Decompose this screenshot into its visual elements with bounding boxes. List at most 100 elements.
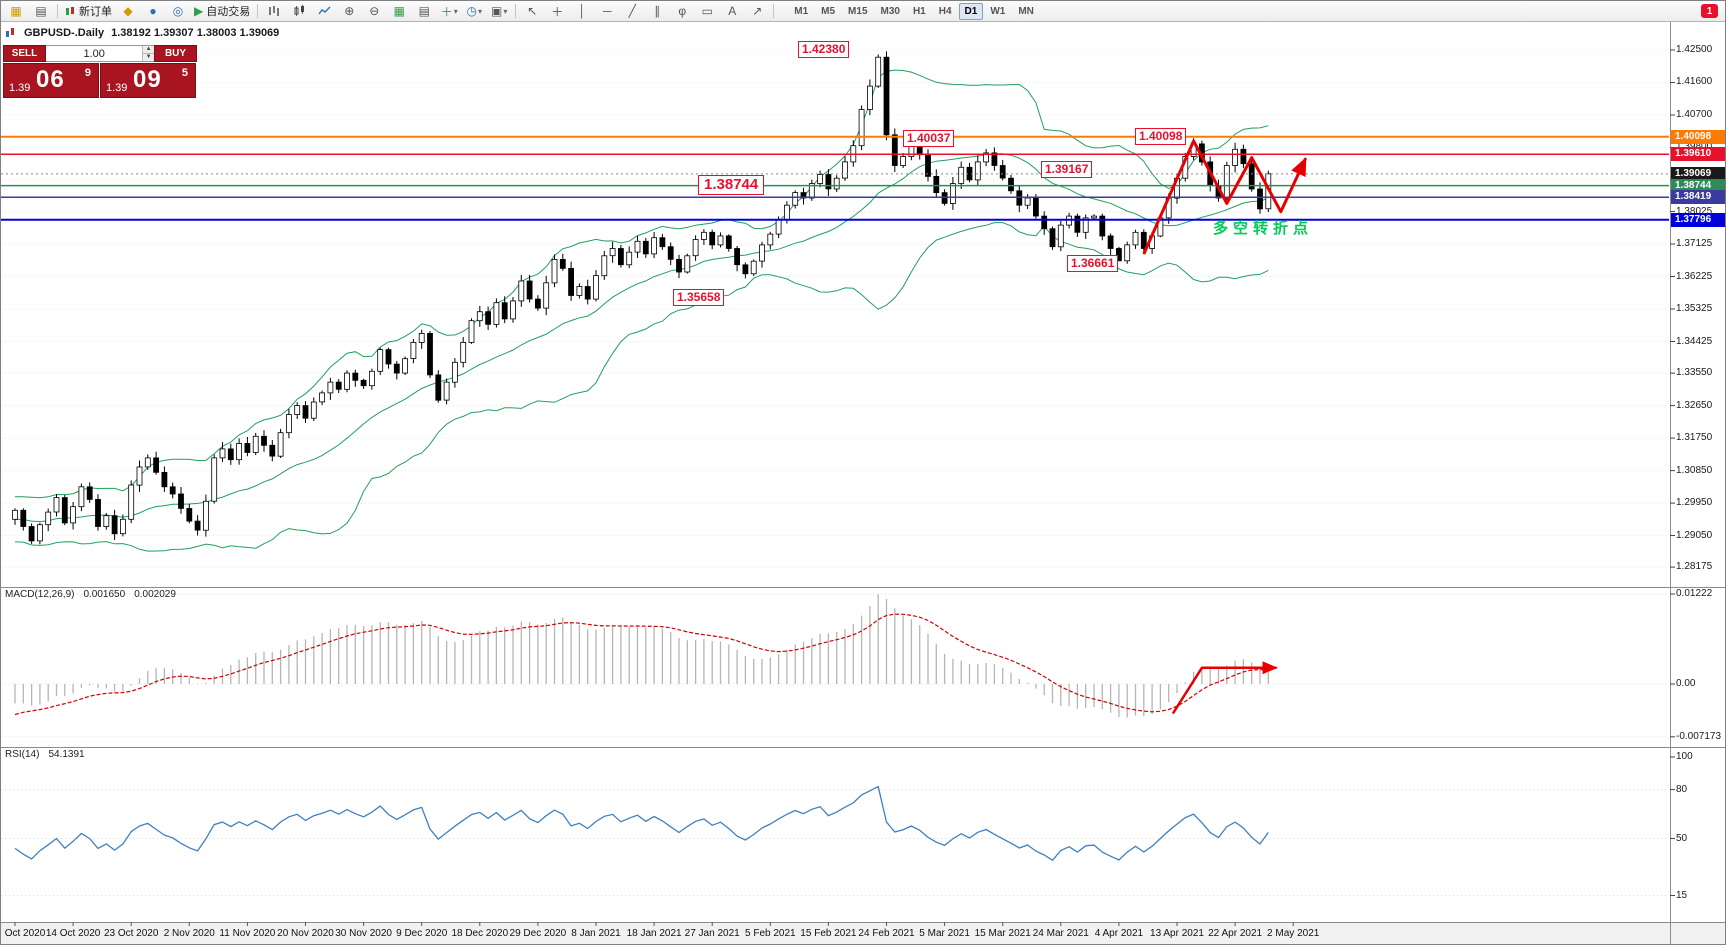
toolbar-separator	[515, 4, 517, 18]
chart-candles-icon[interactable]	[287, 1, 311, 21]
timeframe-h4[interactable]: H4	[938, 5, 952, 17]
timeframe-m30[interactable]: M30	[880, 5, 900, 17]
indicators-button[interactable]: ＋ ▾	[437, 1, 461, 21]
shapes-tool-icon[interactable]: ▭	[701, 4, 713, 18]
new-order-button[interactable]: 新订单	[62, 1, 115, 21]
price-tick-1.37125: 1.37125	[1676, 238, 1713, 250]
date-tick: 5 Mar 2021	[919, 928, 970, 939]
vline-tool-icon[interactable]: │	[578, 4, 586, 18]
plus-icon: ＋	[440, 4, 453, 19]
bid-price-button[interactable]: 1.39 06 9	[3, 63, 99, 98]
price-tag-1.38419: 1.38419	[1671, 190, 1725, 205]
price-tick-1.36225: 1.36225	[1676, 270, 1713, 282]
new-chart-icon[interactable]: ▦	[10, 4, 22, 18]
date-tick: 15 Mar 2021	[974, 928, 1031, 939]
price-tick-1.32650: 1.32650	[1676, 399, 1713, 411]
expert-advisors-icon[interactable]: ◆	[123, 4, 133, 18]
chart-region: GBPUSD-.Daily 1.38192 1.39307 1.38003 1.…	[1, 22, 1726, 945]
date-tick: 5 Feb 2021	[744, 928, 796, 939]
macd-tick-0.01222: 0.01222	[1676, 587, 1713, 599]
market-icon[interactable]: ●	[149, 4, 157, 18]
bid-big-digits: 06	[36, 66, 65, 93]
play-icon: ▶	[194, 4, 204, 18]
date-tick: 15 Feb 2021	[800, 928, 857, 939]
periods-button[interactable]: ◷ ▾	[462, 1, 486, 21]
chart-bars-icon[interactable]	[262, 1, 286, 21]
auto-trading-button[interactable]: ▶ 自动交易	[191, 1, 253, 21]
rsi-tick-50: 50	[1676, 832, 1688, 844]
price-chart-canvas[interactable]	[1, 22, 1726, 945]
tile-windows-icon[interactable]: ▦	[393, 4, 405, 18]
date-tick: 24 Feb 2021	[858, 928, 915, 939]
trendline-tool-icon[interactable]: ╱	[628, 4, 636, 18]
volume-down-button[interactable]: ▼	[143, 54, 154, 61]
price-tag-1.40098: 1.40098	[1671, 129, 1725, 144]
timeframe-w1[interactable]: W1	[990, 5, 1006, 17]
rsi-tick-15: 15	[1676, 889, 1688, 901]
auto-trading-label: 自动交易	[206, 6, 251, 18]
chart-line-icon[interactable]	[312, 1, 336, 21]
macd-tick-0.00: 0.00	[1676, 678, 1696, 689]
macd-name: MACD(12,26,9)	[5, 589, 75, 600]
cursor-tool-icon[interactable]: ↖	[527, 4, 538, 18]
price-tick-1.29950: 1.29950	[1676, 497, 1713, 509]
date-tick: 4 Apr 2021	[1094, 928, 1144, 939]
sell-button[interactable]: SELL	[3, 45, 46, 62]
template-icon: ▣	[491, 4, 503, 18]
hline-tool-icon[interactable]: ─	[602, 4, 612, 18]
notification-badge[interactable]: 1	[1701, 4, 1718, 18]
volume-up-button[interactable]: ▲	[143, 46, 154, 54]
price-tag-1.38744: 1.38744	[1671, 178, 1725, 193]
price-tick-1.33550: 1.33550	[1676, 367, 1713, 379]
price-tick-1.42500: 1.42500	[1676, 44, 1713, 55]
timeframe-m15[interactable]: M15	[848, 5, 868, 17]
price-tick-1.41600: 1.41600	[1676, 76, 1713, 88]
date-tick: 23 Oct 2020	[103, 928, 159, 939]
community-icon[interactable]: ◎	[172, 4, 184, 18]
ask-price-button[interactable]: 1.39 09 5	[100, 63, 196, 98]
chevron-down-icon: ▾	[477, 6, 482, 16]
volume-box: ▲ ▼	[46, 45, 154, 62]
volume-stepper: ▲ ▼	[142, 46, 154, 61]
arrow-tool-icon[interactable]: ↗	[752, 4, 763, 18]
crosshair-tool-icon[interactable]: ＋	[551, 4, 564, 19]
timeframe-h1[interactable]: H1	[912, 5, 926, 17]
fibonacci-tool-icon[interactable]: φ	[678, 4, 687, 18]
rsi-tick-80: 80	[1676, 783, 1688, 795]
rsi-value: 54.1391	[48, 749, 85, 760]
bid-pip-digit: 9	[84, 67, 91, 79]
price-tag-1.39069: 1.39069	[1671, 166, 1725, 181]
bid-prefix: 1.39	[9, 82, 31, 94]
profiles-icon[interactable]: ▤	[35, 4, 47, 18]
one-click-trading-panel: SELL ▲ ▼ BUY 1.39 06 9 1.39	[3, 45, 197, 98]
text-tool-icon[interactable]: A	[728, 4, 737, 18]
date-tick: 30 Nov 2020	[335, 928, 392, 939]
date-tick: 29 Dec 2020	[509, 928, 567, 939]
rsi-tick-100: 100	[1676, 751, 1693, 762]
templates-button[interactable]: ▣ ▾	[487, 1, 511, 21]
buy-button[interactable]: BUY	[154, 45, 197, 62]
bollinger-band	[15, 69, 1269, 499]
price-annotation-1.40098: 1.40098	[1135, 128, 1187, 145]
zoom-in-icon[interactable]: ⊕	[344, 4, 355, 18]
rsi-name: RSI(14)	[5, 749, 40, 760]
toolbar-separator	[57, 4, 58, 18]
zoom-out-icon[interactable]: ⊖	[369, 4, 380, 18]
timeframe-d1[interactable]: D1	[958, 2, 984, 20]
price-tick-1.38025: 1.38025	[1676, 205, 1713, 217]
timeframe-m5[interactable]: M5	[821, 5, 836, 17]
clock-icon: ◷	[466, 4, 477, 18]
date-tick: 11 Nov 2020	[219, 928, 276, 939]
rsi-label: RSI(14) 54.1391	[5, 749, 85, 760]
bollinger-band	[14, 153, 1269, 523]
timeframe-mn[interactable]: MN	[1018, 5, 1034, 17]
trend-zigzag-arrow	[1142, 139, 1308, 255]
volume-input[interactable]	[46, 46, 143, 61]
date-tick: 2 Nov 2020	[163, 928, 215, 939]
price-tick-1.39800: 1.39800	[1676, 141, 1712, 153]
cascade-windows-icon[interactable]: ▤	[418, 4, 430, 18]
price-tick-1.34425: 1.34425	[1676, 335, 1713, 347]
timeframe-m1[interactable]: M1	[794, 5, 809, 17]
channel-tool-icon[interactable]: ∥	[654, 4, 661, 18]
